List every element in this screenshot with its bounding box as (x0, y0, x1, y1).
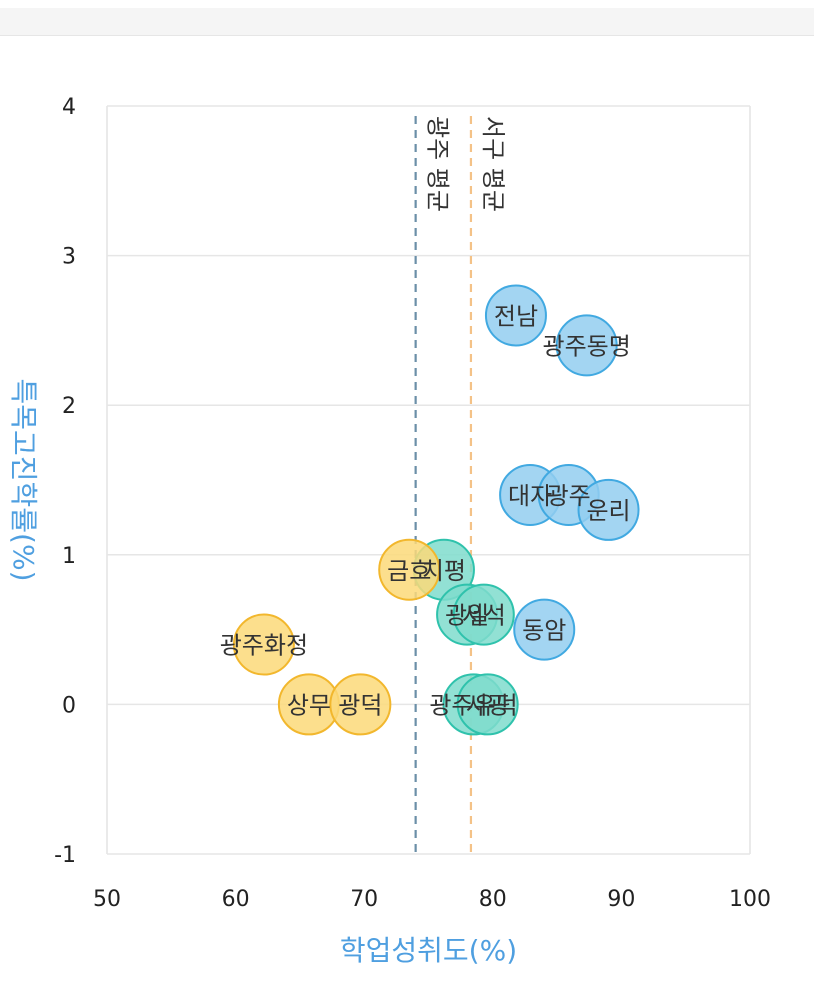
data-bubble (484, 284, 547, 347)
x-axis-title: 학업성취도(%) (340, 934, 517, 967)
top-toolbar-strip (0, 8, 814, 36)
bubble-label: 광일 (445, 602, 489, 630)
bubble-label: 동암 (522, 617, 566, 645)
data-bubble (555, 314, 618, 377)
data-bubble (456, 673, 519, 736)
data-bubble (452, 583, 515, 646)
data-bubble (329, 673, 392, 736)
y-tick-label: 1 (62, 544, 76, 569)
x-tick-label: 100 (729, 887, 771, 912)
y-tick-label: 4 (62, 95, 76, 120)
x-tick-label: 60 (222, 887, 250, 912)
bubble-label: 광주유덕 (429, 691, 517, 719)
bubble-label: 광주 (547, 482, 591, 510)
x-tick-label: 80 (479, 887, 507, 912)
bubble-label: 서석 (462, 602, 506, 630)
data-bubble (513, 598, 576, 661)
bubble-label: 운리 (586, 497, 630, 525)
y-axis-title: 특목고진학률(%) (7, 378, 40, 581)
bubble-label: 대자 (508, 482, 552, 510)
y-tick-label: 0 (62, 693, 76, 718)
gridlines (106, 105, 751, 855)
reference-lines: 광주 평균 서구 평균 (414, 116, 507, 854)
bubbles (232, 284, 640, 736)
y-tick-label: 3 (62, 245, 76, 270)
y-tick-label: -1 (54, 843, 76, 868)
x-tick-label: 70 (350, 887, 378, 912)
bubble-label: 서광 (466, 691, 510, 719)
data-bubble (232, 613, 295, 676)
bubble-label: 치평 (422, 557, 466, 585)
x-tick-label: 90 (607, 887, 635, 912)
reference-line-label: 서구 평균 (479, 116, 507, 212)
y-tick-label: 2 (62, 394, 76, 419)
x-tick-label: 50 (93, 887, 121, 912)
data-bubble (378, 538, 441, 601)
bubble-label: 전남 (494, 302, 538, 330)
bubble-label: 광주동명 (543, 332, 631, 360)
bubble-label: 광덕 (338, 691, 382, 719)
data-bubble (577, 478, 640, 541)
bubble-label: 광주화정 (220, 632, 308, 660)
bubble-label: 금호 (387, 557, 431, 585)
tick-labels: -1 0 1 2 3 4 50 60 70 80 90 100 (54, 95, 771, 912)
bubble-label: 상무 (287, 691, 331, 719)
reference-line-label: 광주 평균 (424, 116, 452, 212)
